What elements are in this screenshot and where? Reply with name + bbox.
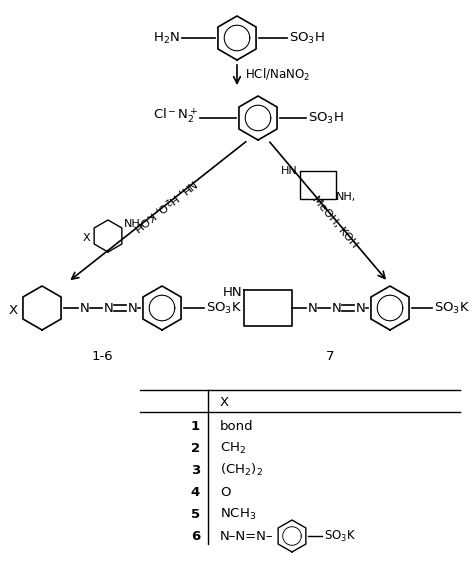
Text: SO$_3$K: SO$_3$K <box>206 301 242 315</box>
Text: X: X <box>9 303 18 316</box>
Text: N: N <box>356 302 366 315</box>
Text: 1: 1 <box>191 419 200 432</box>
Text: SO$_3$H: SO$_3$H <box>308 110 344 126</box>
Text: 2: 2 <box>191 441 200 454</box>
Text: 7: 7 <box>326 350 334 363</box>
Text: 3: 3 <box>191 463 200 476</box>
Text: HN: HN <box>222 285 242 298</box>
Text: SO$_3$H: SO$_3$H <box>289 30 325 46</box>
Text: NH,: NH, <box>124 219 144 229</box>
Text: O: O <box>220 485 230 498</box>
Text: MeOH, KOH: MeOH, KOH <box>310 194 360 250</box>
Text: NH,: NH, <box>336 192 356 202</box>
Text: NH, H$_2$O, KOH: NH, H$_2$O, KOH <box>130 175 200 235</box>
Text: (CH$_2$)$_2$: (CH$_2$)$_2$ <box>220 462 263 478</box>
Text: N: N <box>308 302 318 315</box>
Text: H$_2$N: H$_2$N <box>153 30 180 46</box>
Text: HCl/NaNO$_2$: HCl/NaNO$_2$ <box>245 67 310 83</box>
Text: Cl$^-$N$_2^+$: Cl$^-$N$_2^+$ <box>153 106 198 126</box>
Text: 5: 5 <box>191 507 200 521</box>
Text: NCH$_3$: NCH$_3$ <box>220 507 256 521</box>
Text: CH$_2$: CH$_2$ <box>220 440 246 455</box>
Text: N: N <box>80 302 90 315</box>
Text: SO$_3$K: SO$_3$K <box>324 529 356 543</box>
Text: 1-6: 1-6 <box>91 350 113 363</box>
Text: X: X <box>82 233 90 243</box>
Text: N–N=N–: N–N=N– <box>220 529 273 543</box>
Text: 4: 4 <box>191 485 200 498</box>
Text: N: N <box>104 302 114 315</box>
Text: HN: HN <box>281 166 298 176</box>
Text: SO$_3$K: SO$_3$K <box>434 301 470 315</box>
Text: N: N <box>128 302 138 315</box>
Text: bond: bond <box>220 419 254 432</box>
Text: 6: 6 <box>191 529 200 543</box>
Text: X: X <box>220 395 229 409</box>
Text: N: N <box>332 302 342 315</box>
